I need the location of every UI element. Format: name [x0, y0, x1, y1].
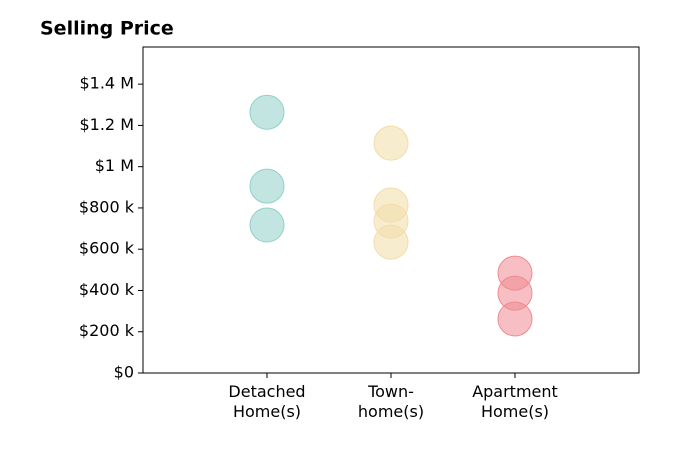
y-tick-label: $800 k	[79, 197, 135, 216]
x-tick-label: Detached Home(s)	[228, 382, 306, 421]
y-tick-label: $0	[114, 363, 134, 382]
x-tick-label: Town- home(s)	[357, 382, 425, 421]
point	[249, 94, 285, 130]
chart-title: Selling Price	[40, 18, 174, 40]
y-tick-label: $200 k	[79, 321, 135, 340]
point	[249, 168, 285, 204]
x-tick-label: Apartment Home(s)	[472, 382, 558, 421]
point	[373, 125, 409, 161]
point	[373, 224, 409, 260]
y-tick-label: $1.4 M	[79, 74, 134, 93]
y-tick-label: $600 k	[79, 239, 135, 258]
y-tick-label: $1 M	[95, 156, 134, 175]
y-tick-label: $1.2 M	[79, 115, 134, 134]
y-tick-label: $400 k	[79, 280, 135, 299]
point	[497, 301, 533, 337]
point	[249, 207, 285, 243]
